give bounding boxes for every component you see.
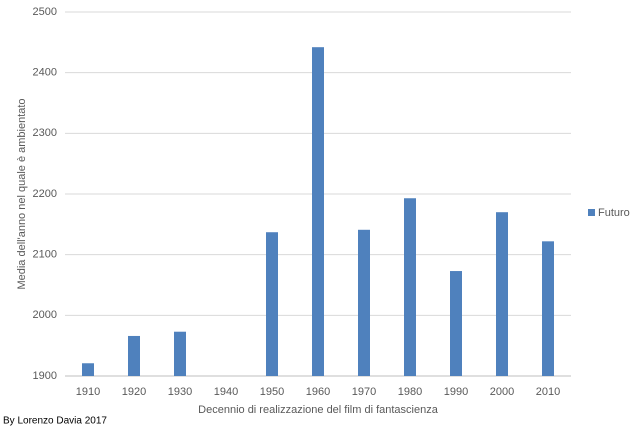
y-tick-label: 2100 <box>33 249 57 261</box>
legend-swatch <box>588 209 595 216</box>
y-tick-label: 2500 <box>33 6 57 18</box>
x-tick-label: 1980 <box>398 386 422 398</box>
bar <box>450 271 462 376</box>
bar <box>404 198 416 376</box>
x-tick-label: 1990 <box>444 386 468 398</box>
y-tick-label: 2000 <box>33 309 57 321</box>
y-tick-label: 1900 <box>33 370 57 382</box>
bar <box>174 331 186 376</box>
bar <box>82 363 94 376</box>
y-tick-label: 2400 <box>33 67 57 79</box>
x-tick-label: 1920 <box>122 386 146 398</box>
x-tick-label: 1940 <box>214 386 238 398</box>
x-tick-label: 1930 <box>168 386 192 398</box>
x-tick-label: 1910 <box>76 386 100 398</box>
y-tick-label: 2200 <box>33 188 57 200</box>
legend-label: Futuro <box>598 207 630 219</box>
y-tick-label: 2300 <box>33 127 57 139</box>
x-tick-label: 1960 <box>306 386 330 398</box>
bar <box>542 241 554 376</box>
x-tick-label: 1970 <box>352 386 376 398</box>
credit: By Lorenzo Davia 2017 <box>3 416 107 427</box>
x-tick-label: 2010 <box>536 386 560 398</box>
y-axis-label: Media dell'anno nel quale è ambientato <box>16 98 28 289</box>
x-tick-label: 1950 <box>260 386 284 398</box>
bar <box>496 212 508 376</box>
x-axis-label: Decennio di realizzazione del film di fa… <box>198 404 439 416</box>
bar <box>266 232 278 376</box>
bar <box>358 229 370 376</box>
bar <box>128 335 140 376</box>
bar <box>312 47 324 376</box>
x-tick-label: 2000 <box>490 386 514 398</box>
